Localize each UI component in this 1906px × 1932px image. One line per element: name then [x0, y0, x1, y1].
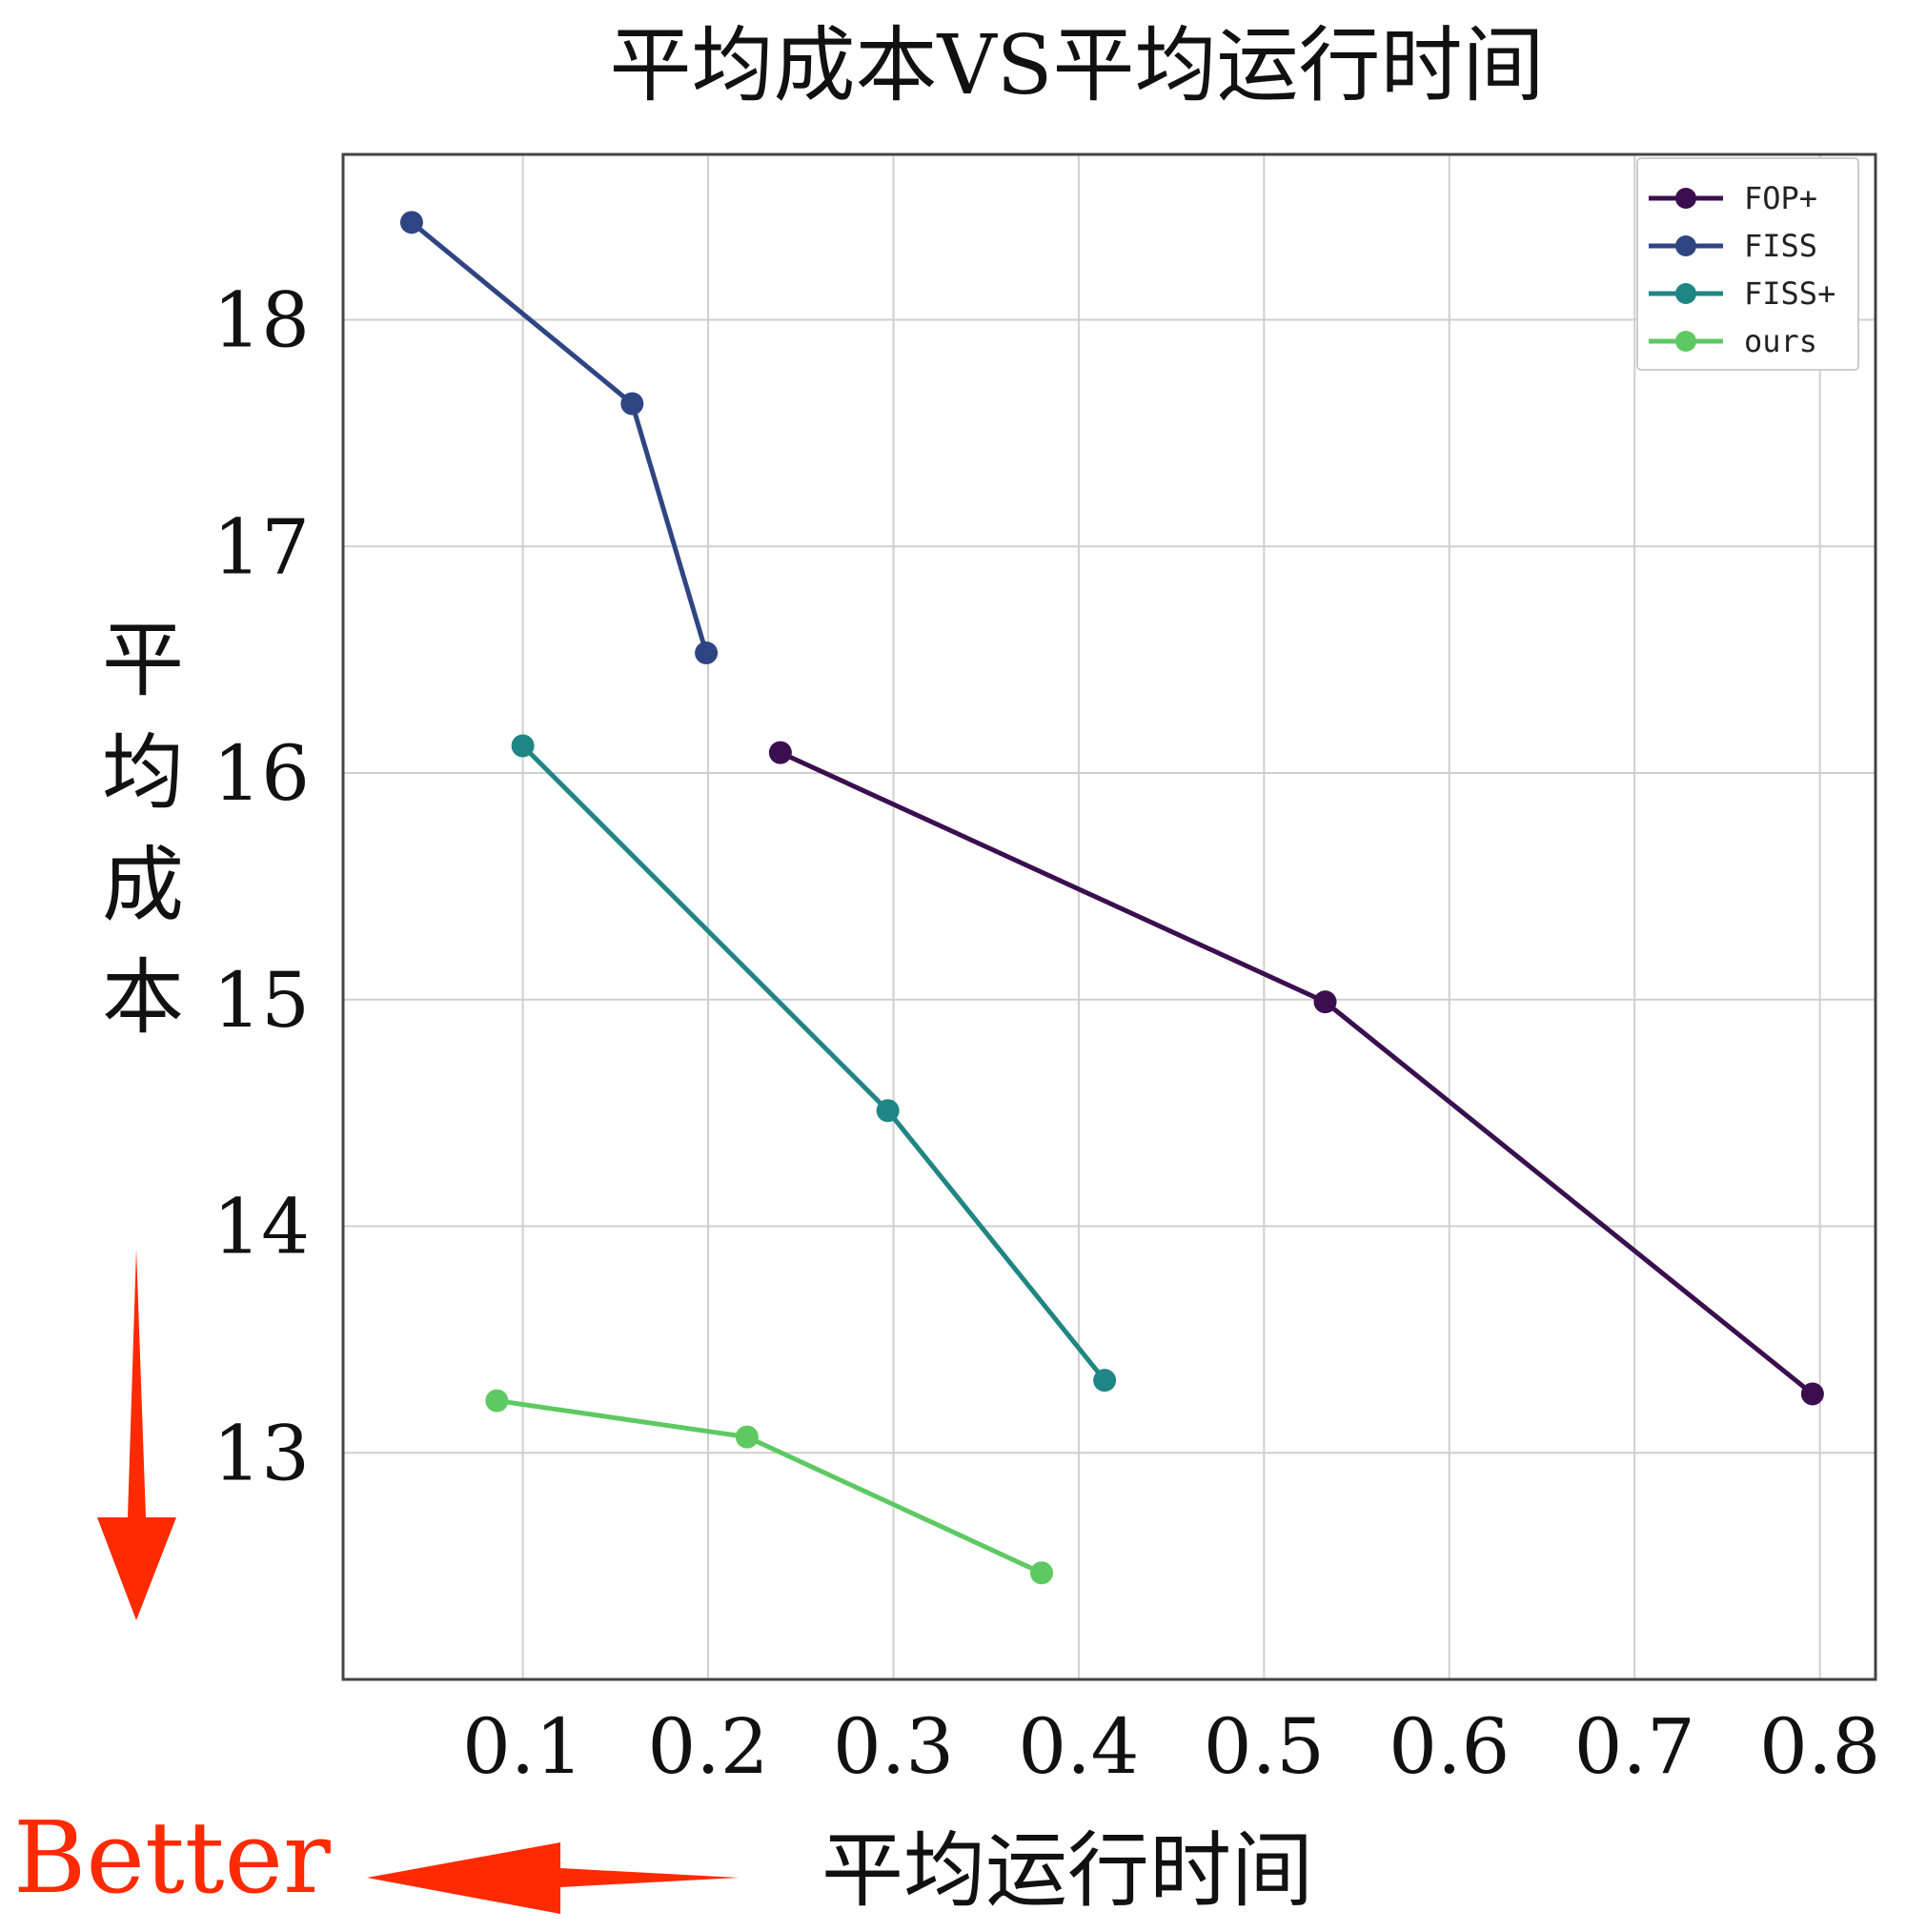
legend-label: FOP+ — [1744, 180, 1817, 216]
y-axis-label-char: 平 — [102, 613, 184, 708]
x-tick-label: 0.1 — [462, 1702, 583, 1791]
series-ours — [485, 1389, 1054, 1585]
data-point — [620, 392, 644, 416]
legend-entry: FISS — [1649, 228, 1817, 264]
x-tick-label: 0.7 — [1574, 1702, 1695, 1791]
series-FOP+ — [768, 741, 1824, 1406]
data-point — [399, 211, 423, 234]
y-tick-label: 16 — [213, 729, 310, 818]
data-point — [1030, 1561, 1054, 1585]
x-tick-label: 0.3 — [833, 1702, 954, 1791]
legend-label: FISS — [1744, 228, 1817, 264]
data-point — [1313, 990, 1337, 1014]
series-FISS — [399, 211, 719, 665]
x-tick-label: 0.2 — [647, 1702, 768, 1791]
y-tick-labels: 13 14 15 16 17 18 — [213, 276, 310, 1498]
legend-entry: ours — [1649, 323, 1817, 359]
y-tick-label: 18 — [213, 276, 310, 365]
y-axis-label-char: 本 — [102, 950, 184, 1046]
x-tick-label: 0.6 — [1389, 1702, 1510, 1791]
data-point — [876, 1099, 900, 1123]
x-tick-label: 0.4 — [1018, 1702, 1139, 1791]
series-layer — [399, 211, 1824, 1585]
x-tick-label: 0.5 — [1204, 1702, 1325, 1791]
chart-title: 平均成本VS平均运行时间 — [609, 18, 1544, 113]
series-line — [520, 743, 1107, 1383]
legend-marker — [1675, 283, 1696, 304]
better-annotation: Better — [13, 1249, 739, 1916]
plot-frame — [341, 153, 1877, 1681]
better-label: Better — [13, 1800, 331, 1916]
x-axis-label: 平均运行时间 — [821, 1823, 1313, 1919]
legend-marker — [1675, 188, 1696, 209]
legend-marker — [1675, 331, 1696, 352]
data-point — [485, 1389, 509, 1413]
legend-marker — [1675, 235, 1696, 256]
legend-entry: FOP+ — [1649, 180, 1817, 216]
y-tick-label: 14 — [213, 1183, 310, 1271]
legend-entry: FISS+ — [1649, 275, 1835, 312]
down-arrow-icon — [97, 1249, 176, 1620]
x-tick-label: 0.8 — [1759, 1702, 1880, 1791]
data-point — [768, 741, 792, 764]
legend-label: ours — [1744, 323, 1817, 359]
series-line — [409, 219, 709, 656]
series-line — [494, 1398, 1044, 1576]
series-line — [778, 750, 1815, 1396]
y-tick-label: 17 — [213, 502, 310, 591]
data-point — [1800, 1382, 1824, 1406]
y-tick-label: 13 — [213, 1409, 310, 1497]
legend: FOP+ FISS FISS+ ours — [1636, 157, 1859, 371]
y-axis-label-char: 成 — [102, 838, 184, 933]
data-point — [511, 734, 535, 758]
y-axis-label-char: 均 — [102, 725, 184, 821]
grid-lines — [343, 154, 1876, 1679]
series-FISS+ — [511, 734, 1117, 1393]
data-point — [1093, 1369, 1117, 1393]
left-arrow-icon — [367, 1842, 739, 1914]
data-point — [695, 641, 719, 665]
data-point — [735, 1425, 759, 1449]
legend-box — [1636, 157, 1859, 371]
legend-label: FISS+ — [1744, 275, 1835, 312]
y-tick-label: 15 — [213, 956, 310, 1045]
x-tick-labels: 0.1 0.2 0.3 0.4 0.5 0.6 0.7 0.8 — [462, 1702, 1880, 1791]
y-axis-label: 平均成本 — [102, 613, 184, 1046]
